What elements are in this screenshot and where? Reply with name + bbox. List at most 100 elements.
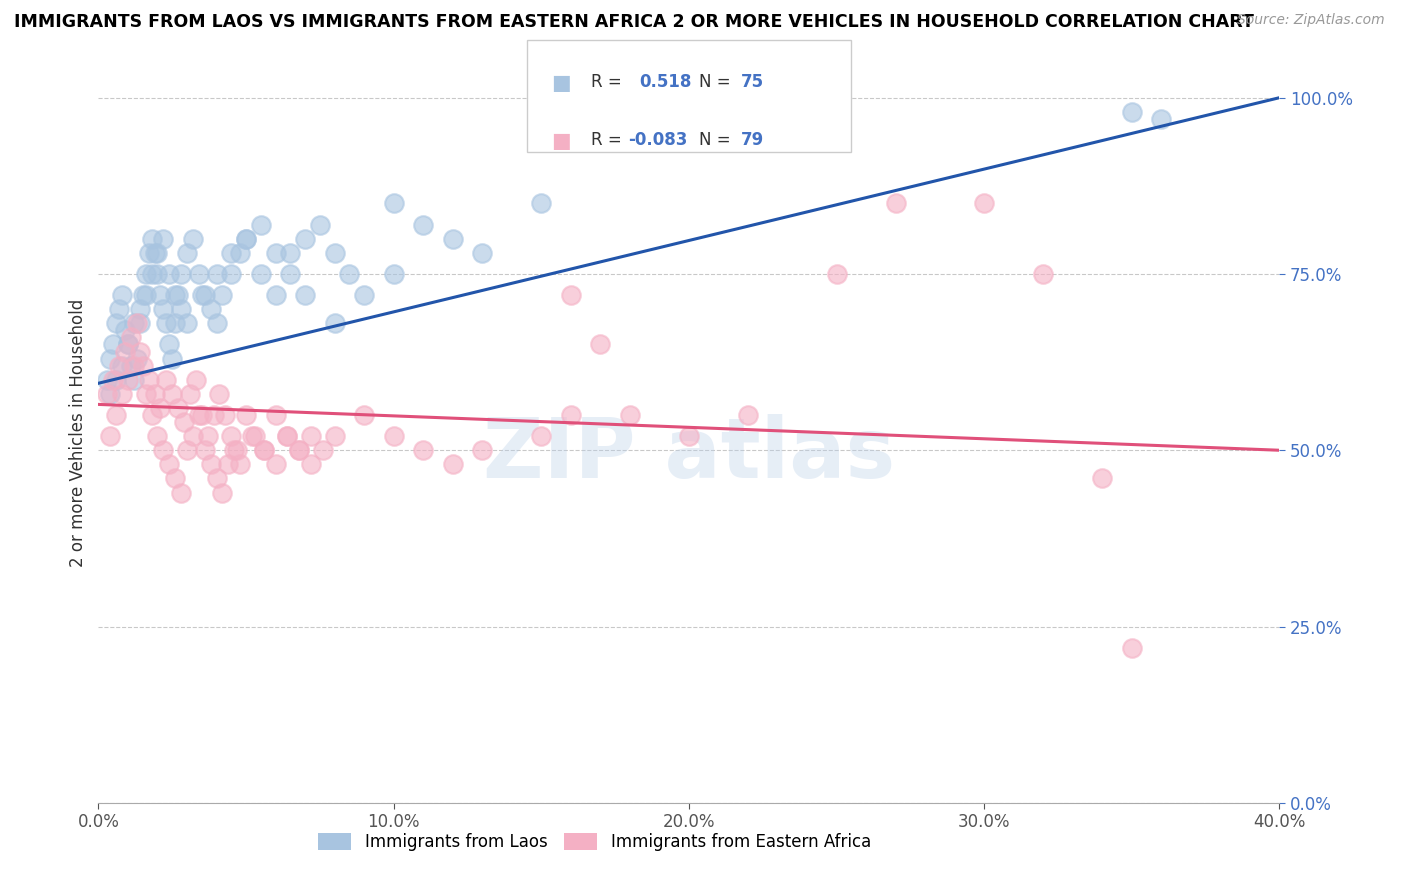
Point	[103, 373, 125, 387]
Point	[108, 359, 131, 373]
Point	[235, 232, 257, 246]
Point	[187, 408, 209, 422]
Point	[288, 443, 311, 458]
Point	[132, 359, 155, 373]
Point	[146, 245, 169, 260]
Point	[353, 288, 375, 302]
Point	[170, 267, 193, 281]
Point	[221, 267, 243, 281]
Point	[194, 288, 217, 302]
Point	[111, 387, 134, 401]
Point	[353, 408, 375, 422]
Point	[122, 373, 145, 387]
Point	[149, 288, 172, 302]
Text: Source: ZipAtlas.com: Source: ZipAtlas.com	[1237, 13, 1385, 28]
Point	[194, 443, 217, 458]
Point	[589, 337, 612, 351]
Point	[412, 218, 434, 232]
Point	[250, 267, 273, 281]
Point	[205, 471, 228, 485]
Point	[191, 288, 214, 302]
Point	[205, 267, 228, 281]
Point	[208, 387, 231, 401]
Point	[146, 267, 169, 281]
Point	[229, 458, 252, 472]
Point	[117, 373, 139, 387]
Point	[170, 485, 193, 500]
Point	[294, 288, 316, 302]
Point	[323, 245, 346, 260]
Point	[619, 408, 641, 422]
Point	[250, 218, 273, 232]
Point	[560, 408, 582, 422]
Point	[117, 337, 139, 351]
Point	[108, 302, 131, 317]
Point	[211, 485, 233, 500]
Point	[382, 267, 405, 281]
Point	[211, 288, 233, 302]
Point	[138, 245, 160, 260]
Point	[412, 443, 434, 458]
Point	[560, 288, 582, 302]
Point	[217, 458, 239, 472]
Point	[264, 288, 287, 302]
Point	[280, 245, 302, 260]
Point	[1091, 471, 1114, 485]
Point	[114, 323, 136, 337]
Point	[146, 429, 169, 443]
Point	[173, 415, 195, 429]
Point	[157, 337, 180, 351]
Legend: Immigrants from Laos, Immigrants from Eastern Africa: Immigrants from Laos, Immigrants from Ea…	[311, 826, 877, 857]
Text: R =: R =	[591, 73, 621, 91]
Point	[135, 288, 157, 302]
Point	[122, 359, 145, 373]
Point	[339, 267, 361, 281]
Point	[176, 316, 198, 330]
Point	[191, 408, 214, 422]
Point	[167, 401, 190, 415]
Point	[312, 443, 335, 458]
Point	[184, 373, 207, 387]
Point	[530, 429, 553, 443]
Point	[299, 429, 322, 443]
Point	[143, 387, 166, 401]
Point	[240, 429, 263, 443]
Point	[162, 387, 183, 401]
Point	[737, 408, 759, 422]
Point	[323, 429, 346, 443]
Text: 79: 79	[741, 131, 765, 149]
Point	[884, 196, 907, 211]
Point	[264, 245, 287, 260]
Text: IMMIGRANTS FROM LAOS VS IMMIGRANTS FROM EASTERN AFRICA 2 OR MORE VEHICLES IN HOU: IMMIGRANTS FROM LAOS VS IMMIGRANTS FROM …	[14, 13, 1254, 31]
Text: R =: R =	[591, 131, 621, 149]
Point	[235, 408, 257, 422]
Point	[170, 302, 193, 317]
Point	[382, 429, 405, 443]
Point	[221, 245, 243, 260]
Point	[152, 302, 174, 317]
Point	[176, 245, 198, 260]
Point	[135, 267, 157, 281]
Point	[202, 408, 225, 422]
Point	[264, 458, 287, 472]
Point	[224, 443, 246, 458]
Point	[105, 408, 128, 422]
Point	[253, 443, 276, 458]
Point	[165, 316, 187, 330]
Point	[276, 429, 298, 443]
Point	[200, 302, 222, 317]
Point	[1121, 104, 1143, 119]
Point	[973, 196, 995, 211]
Point	[197, 429, 219, 443]
Point	[152, 443, 174, 458]
Point	[382, 196, 405, 211]
Point	[205, 316, 228, 330]
Point	[98, 429, 121, 443]
Point	[125, 316, 148, 330]
Point	[132, 288, 155, 302]
Point	[135, 387, 157, 401]
Point	[243, 429, 266, 443]
Point	[221, 429, 243, 443]
Point	[1121, 640, 1143, 655]
Text: 0.518: 0.518	[640, 73, 692, 91]
